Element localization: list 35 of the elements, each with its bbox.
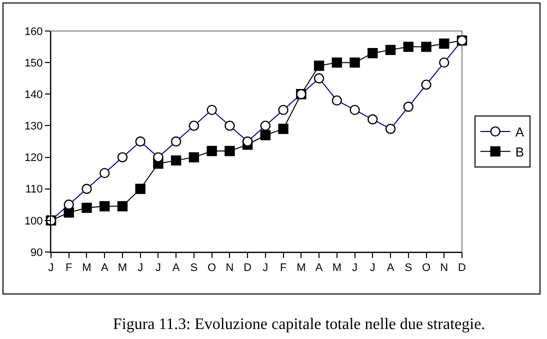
x-tick-label: D	[244, 262, 252, 274]
x-tick-label: N	[226, 262, 234, 274]
x-tick-label: M	[296, 262, 306, 274]
x-tick-label: O	[208, 262, 217, 274]
y-tick-label: 140	[24, 88, 43, 101]
y-tick-label: 90	[30, 246, 43, 259]
y-tick-label: 150	[24, 57, 43, 70]
x-tick-label: J	[262, 262, 268, 274]
legend-label: B	[515, 144, 524, 160]
x-tick-label: M	[332, 262, 342, 274]
x-tick-label: J	[48, 262, 54, 274]
x-tick-label: A	[386, 262, 395, 274]
x-tick-label: M	[118, 262, 128, 274]
y-tick-label: 160	[24, 26, 43, 38]
x-tick-label: A	[315, 262, 324, 274]
x-tick-label: O	[422, 262, 431, 274]
legend-label: A	[515, 124, 524, 140]
y-tick-label: 120	[24, 152, 43, 164]
x-tick-label: J	[370, 262, 376, 274]
y-tick-label: 130	[24, 120, 43, 133]
x-tick-label: F	[280, 262, 287, 274]
x-tick-label: J	[155, 262, 161, 274]
text: Figura 11.3: Evoluzione capitale totale nelle due strategie.	[113, 316, 486, 333]
x-tick-label: N	[440, 262, 448, 274]
x-tick-label: J	[352, 262, 358, 274]
x-tick-label: M	[82, 262, 92, 274]
x-tick-label: D	[458, 262, 466, 274]
x-tick-label: S	[404, 262, 412, 274]
x-tick-label: A	[172, 262, 180, 274]
x-tick-label: S	[190, 262, 198, 274]
y-tick-label: 100	[24, 215, 43, 228]
x-tick-label: A	[100, 262, 109, 274]
x-tick-label: J	[138, 262, 144, 274]
y-tick-label: 110	[25, 184, 43, 196]
x-tick-label: F	[66, 262, 73, 274]
